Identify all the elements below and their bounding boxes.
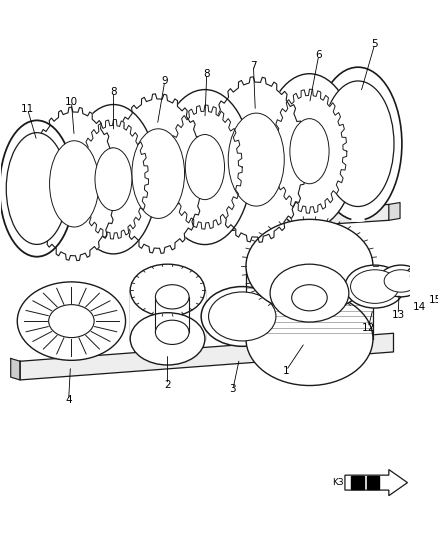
Polygon shape [272, 89, 347, 213]
Ellipse shape [132, 129, 184, 219]
Text: 1: 1 [283, 366, 290, 376]
Text: 12: 12 [362, 322, 375, 333]
Ellipse shape [185, 134, 225, 200]
Text: 6: 6 [315, 50, 322, 60]
Ellipse shape [292, 285, 327, 311]
Bar [350, 476, 364, 489]
Ellipse shape [158, 90, 251, 245]
Ellipse shape [406, 265, 438, 287]
Polygon shape [30, 107, 118, 261]
Ellipse shape [17, 282, 126, 360]
Text: 14: 14 [413, 302, 426, 312]
Text: 13: 13 [392, 310, 405, 320]
Polygon shape [130, 290, 205, 339]
Ellipse shape [155, 285, 189, 309]
Text: 3: 3 [230, 384, 236, 394]
Ellipse shape [384, 270, 418, 292]
Text: 8: 8 [110, 87, 117, 98]
Polygon shape [20, 333, 393, 380]
Text: 15: 15 [429, 295, 438, 305]
Ellipse shape [263, 74, 356, 229]
Ellipse shape [322, 81, 394, 206]
Text: 5: 5 [371, 39, 378, 49]
Text: 10: 10 [65, 96, 78, 107]
Text: 2: 2 [164, 379, 171, 390]
Ellipse shape [0, 120, 74, 257]
Polygon shape [20, 226, 28, 244]
Ellipse shape [208, 292, 276, 341]
Text: 7: 7 [250, 61, 257, 71]
Ellipse shape [246, 292, 373, 385]
Ellipse shape [345, 265, 405, 308]
Ellipse shape [350, 270, 399, 303]
Ellipse shape [130, 264, 205, 317]
Ellipse shape [246, 220, 373, 313]
Polygon shape [28, 205, 389, 244]
Ellipse shape [290, 119, 329, 184]
Ellipse shape [49, 305, 94, 337]
Ellipse shape [314, 67, 402, 220]
Ellipse shape [130, 313, 205, 365]
Bar [367, 476, 378, 489]
Ellipse shape [201, 287, 283, 346]
Polygon shape [246, 266, 373, 339]
Polygon shape [111, 94, 205, 253]
Ellipse shape [70, 104, 157, 254]
Text: K3: K3 [332, 478, 343, 487]
Ellipse shape [49, 141, 99, 227]
Ellipse shape [378, 265, 424, 297]
Ellipse shape [6, 133, 67, 245]
Polygon shape [389, 203, 400, 220]
Text: 9: 9 [162, 76, 168, 86]
Ellipse shape [410, 269, 433, 284]
Polygon shape [206, 77, 306, 243]
Polygon shape [78, 119, 148, 239]
Polygon shape [11, 359, 20, 380]
Text: 8: 8 [204, 69, 210, 79]
Polygon shape [168, 105, 242, 229]
Ellipse shape [228, 113, 284, 206]
Text: 11: 11 [21, 104, 34, 114]
Ellipse shape [270, 264, 349, 322]
Text: 4: 4 [65, 395, 72, 406]
Polygon shape [345, 470, 407, 496]
Ellipse shape [155, 320, 189, 344]
Ellipse shape [95, 148, 132, 211]
